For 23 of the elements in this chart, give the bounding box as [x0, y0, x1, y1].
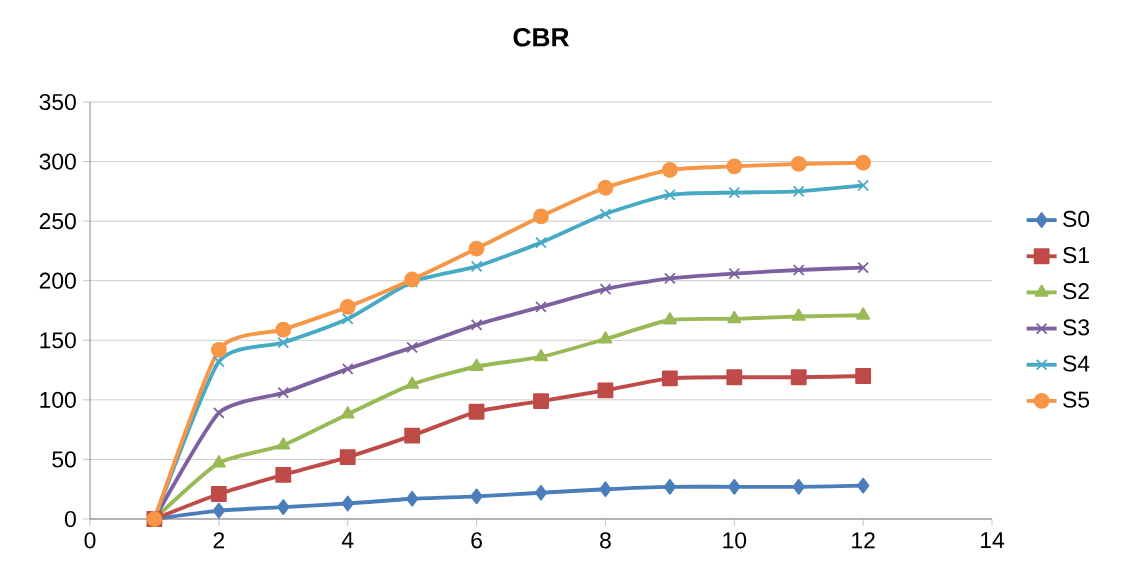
legend-label: S2 — [1063, 283, 1089, 300]
y-tick-label: 300 — [39, 153, 76, 170]
x-tick-label: 2 — [213, 532, 225, 549]
x-tick-label: 0 — [84, 532, 96, 549]
x-tick-label: 12 — [852, 532, 875, 549]
x-tick-label: 6 — [471, 532, 482, 549]
x-tick-label: 14 — [981, 532, 1005, 548]
y-tick-label: 50 — [52, 451, 76, 468]
chart-title: CBR — [513, 27, 570, 47]
y-tick-label: 100 — [40, 391, 76, 408]
y-tick-label: 0 — [64, 510, 76, 528]
y-tick-label: 150 — [40, 332, 76, 349]
legend-label: S1 — [1063, 246, 1089, 264]
legend-label: S0 — [1063, 210, 1090, 227]
x-tick-label: 4 — [341, 532, 354, 548]
x-tick-label: 8 — [600, 532, 611, 549]
legend-label: S4 — [1063, 355, 1090, 372]
legend-label: S3 — [1063, 319, 1090, 336]
y-tick-label: 200 — [39, 272, 76, 289]
y-tick-label: 350 — [39, 93, 76, 111]
y-tick-label: 250 — [39, 213, 76, 230]
legend-label: S5 — [1063, 391, 1090, 408]
x-tick-label: 10 — [723, 532, 747, 549]
